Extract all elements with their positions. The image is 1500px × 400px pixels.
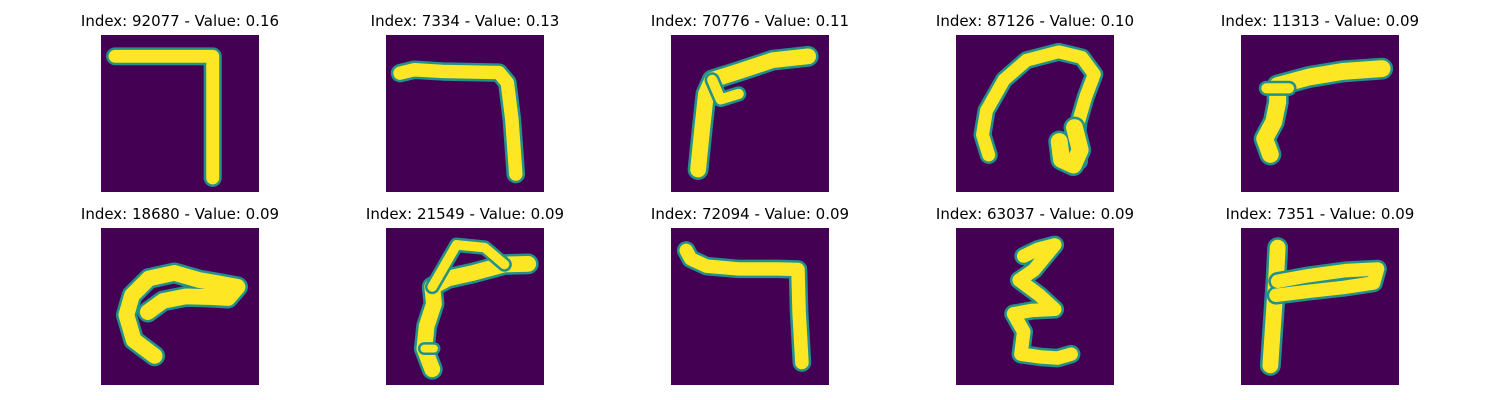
- digit-image: [671, 228, 829, 385]
- panel-title: Index: 70776 - Value: 0.11: [650, 12, 850, 30]
- panel-title: Index: 92077 - Value: 0.16: [80, 12, 280, 30]
- digit-image: [101, 35, 259, 192]
- digit-stroke: [118, 265, 246, 364]
- panel-title: Index: 63037 - Value: 0.09: [935, 205, 1135, 223]
- panel-title: Index: 72094 - Value: 0.09: [650, 205, 850, 223]
- digit-stroke: [1050, 119, 1089, 174]
- digit-stroke: [1262, 239, 1286, 374]
- digit-stroke: [108, 49, 220, 185]
- digit-stroke: [393, 63, 523, 181]
- digit-image: [956, 35, 1114, 192]
- digit-image: [956, 228, 1114, 385]
- digit-image: [386, 228, 544, 385]
- panel: Index: 87126 - Value: 0.10: [915, 10, 1155, 200]
- panel-title: Index: 87126 - Value: 0.10: [935, 12, 1135, 30]
- panel: Index: 7334 - Value: 0.13: [345, 10, 585, 200]
- panel-title: Index: 18680 - Value: 0.09: [80, 205, 280, 223]
- panel-title: Index: 7351 - Value: 0.09: [1225, 205, 1415, 223]
- digit-stroke: [707, 74, 744, 105]
- digit-stroke: [1269, 262, 1385, 303]
- panel: Index: 70776 - Value: 0.11: [630, 10, 870, 200]
- panel: Index: 7351 - Value: 0.09: [1200, 203, 1440, 393]
- panel: Index: 72094 - Value: 0.09: [630, 203, 870, 393]
- panel: Index: 63037 - Value: 0.09: [915, 203, 1155, 393]
- digit-stroke: [1006, 238, 1078, 365]
- panel: Index: 92077 - Value: 0.16: [60, 10, 300, 200]
- digit-image: [1241, 35, 1399, 192]
- digit-image: [101, 228, 259, 385]
- digit-stroke: [679, 243, 809, 370]
- panel-title: Index: 11313 - Value: 0.09: [1220, 12, 1420, 30]
- digit-stroke: [427, 240, 510, 292]
- panel: Index: 21549 - Value: 0.09: [345, 203, 585, 393]
- panel: Index: 18680 - Value: 0.09: [60, 203, 300, 393]
- digit-image: [386, 35, 544, 192]
- digit-image: [671, 35, 829, 192]
- digit-image: [1241, 228, 1399, 385]
- panel-title: Index: 21549 - Value: 0.09: [365, 205, 565, 223]
- panel-title: Index: 7334 - Value: 0.13: [370, 12, 560, 30]
- panel: Index: 11313 - Value: 0.09: [1200, 10, 1440, 200]
